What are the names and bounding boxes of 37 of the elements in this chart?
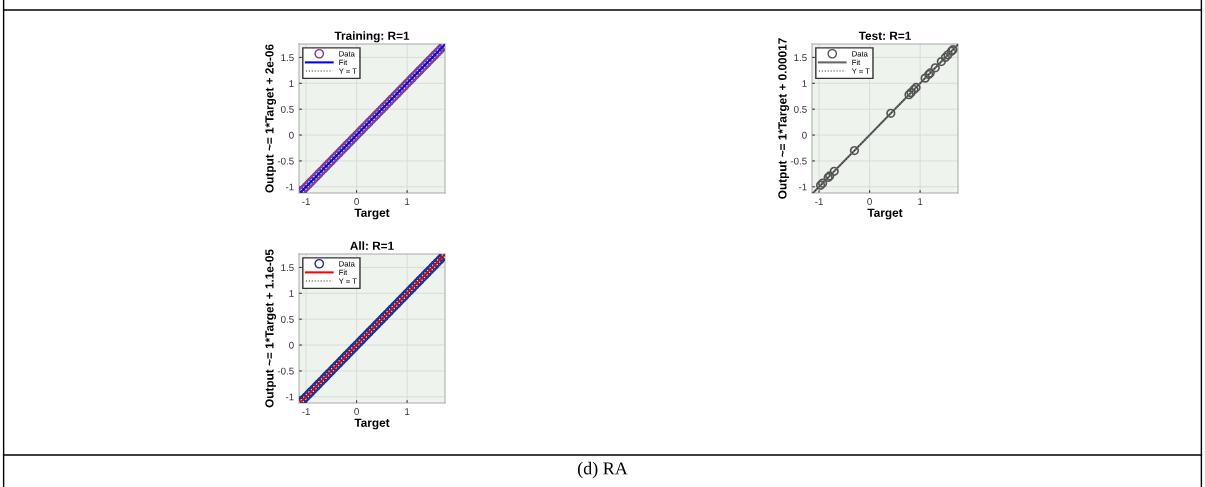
text: (d) RA: [577, 461, 628, 479]
x-tick-label: 0: [867, 198, 872, 205]
y-tick-label: 0.5: [281, 315, 294, 323]
y-tick-label: -1: [798, 183, 807, 191]
x-tick-label: -1: [302, 198, 310, 205]
y-tick-label: 1.5: [281, 54, 294, 62]
x-tick-label: -1: [302, 408, 310, 415]
y-tick-label: 1: [289, 290, 294, 297]
x-tick-label: 1: [405, 408, 410, 415]
y-tick-label: 1: [289, 80, 294, 87]
x-axis-title: Target: [354, 208, 390, 220]
x-axis-title: Target: [867, 208, 903, 220]
y-tick-label: 0.5: [281, 105, 294, 113]
y-tick-label: -1: [285, 393, 294, 401]
y-tick-label: -0.5: [790, 157, 807, 165]
chart-title: Training: R=1: [334, 31, 410, 43]
y-tick-label: -1: [285, 183, 294, 191]
y-tick-label: 1.5: [794, 54, 807, 62]
y-axis-title: Output ~= 1*Target + 2e-06: [265, 44, 276, 193]
y-axis-title: Output ~= 1*Target + 1.1e-05: [265, 249, 276, 408]
y-tick-label: -0.5: [277, 367, 294, 375]
y-tick-label: 0.5: [794, 105, 807, 113]
y-axis-title: Output ~= 1*Target + 0.00017: [778, 38, 789, 199]
x-axis-title: Target: [354, 418, 390, 430]
y-tick-label: 0: [802, 131, 807, 139]
x-tick-label: -1: [815, 198, 823, 205]
x-tick-label: 1: [918, 198, 923, 205]
chart-title: Test: R=1: [858, 31, 911, 40]
y-tick-label: -0.5: [277, 157, 294, 165]
y-tick-label: 1.5: [281, 264, 294, 272]
y-tick-label: 0: [289, 131, 294, 139]
x-tick-label: 0: [354, 408, 359, 415]
y-tick-label: 0: [289, 341, 294, 349]
chart-title: All: R=1: [350, 241, 394, 250]
x-tick-label: 0: [354, 198, 359, 205]
x-tick-label: 1: [405, 198, 410, 205]
y-tick-label: 1: [802, 80, 807, 87]
